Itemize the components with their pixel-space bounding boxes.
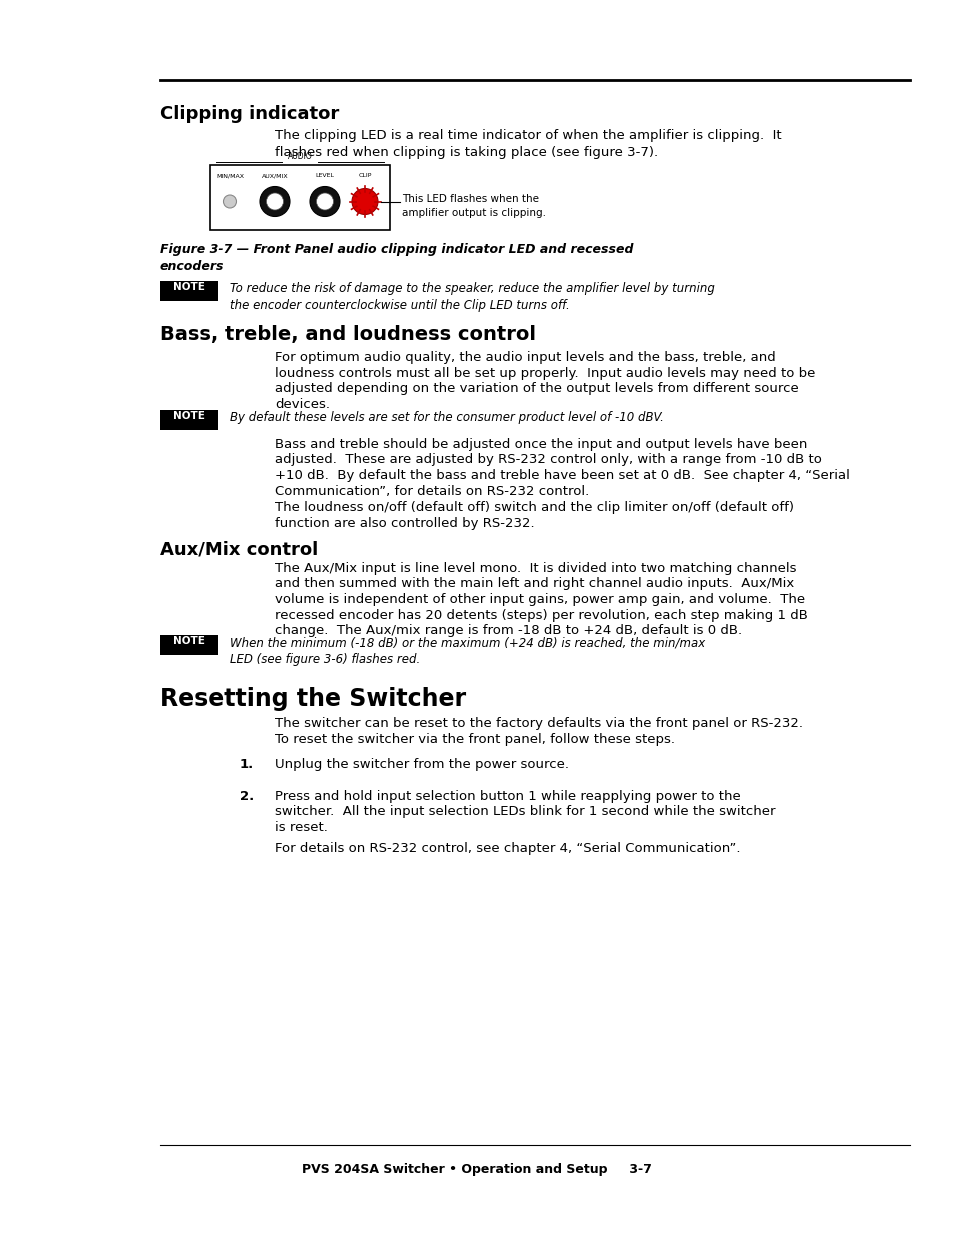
Text: CLIP: CLIP	[358, 173, 372, 178]
Text: the encoder counterclockwise until the Clip LED turns off.: the encoder counterclockwise until the C…	[230, 299, 569, 311]
Text: The loudness on/off (default off) switch and the clip limiter on/off (default of: The loudness on/off (default off) switch…	[274, 501, 793, 514]
Text: switcher.  All the input selection LEDs blink for 1 second while the switcher: switcher. All the input selection LEDs b…	[274, 805, 775, 819]
Text: NOTE: NOTE	[172, 282, 205, 291]
FancyBboxPatch shape	[210, 165, 390, 230]
Text: Clipping indicator: Clipping indicator	[160, 105, 339, 124]
Circle shape	[316, 193, 334, 210]
FancyBboxPatch shape	[160, 410, 218, 430]
Text: adjusted.  These are adjusted by RS-232 control only, with a range from -10 dB t: adjusted. These are adjusted by RS-232 c…	[274, 453, 821, 467]
Text: PVS 204SA Switcher • Operation and Setup     3-7: PVS 204SA Switcher • Operation and Setup…	[302, 1163, 651, 1176]
Text: and then summed with the main left and right channel audio inputs.  Aux/Mix: and then summed with the main left and r…	[274, 578, 794, 590]
Text: NOTE: NOTE	[172, 636, 205, 646]
Text: is reset.: is reset.	[274, 821, 328, 834]
Text: recessed encoder has 20 detents (steps) per revolution, each step making 1 dB: recessed encoder has 20 detents (steps) …	[274, 609, 807, 621]
Text: amplifier output is clipping.: amplifier output is clipping.	[401, 207, 545, 217]
Text: 2.: 2.	[240, 790, 254, 803]
Text: +10 dB.  By default the bass and treble have been set at 0 dB.  See chapter 4, “: +10 dB. By default the bass and treble h…	[274, 469, 849, 482]
Text: Bass, treble, and loudness control: Bass, treble, and loudness control	[160, 325, 536, 345]
FancyBboxPatch shape	[160, 282, 218, 301]
Text: Bass and treble should be adjusted once the input and output levels have been: Bass and treble should be adjusted once …	[274, 438, 806, 451]
Circle shape	[352, 189, 377, 215]
Text: The clipping LED is a real time indicator of when the amplifier is clipping.  It: The clipping LED is a real time indicato…	[274, 128, 781, 142]
Circle shape	[260, 186, 290, 216]
Text: Press and hold input selection button 1 while reapplying power to the: Press and hold input selection button 1 …	[274, 790, 740, 803]
Circle shape	[310, 186, 339, 216]
Text: For optimum audio quality, the audio input levels and the bass, treble, and: For optimum audio quality, the audio inp…	[274, 351, 775, 364]
Text: Resetting the Switcher: Resetting the Switcher	[160, 687, 466, 711]
Text: flashes red when clipping is taking place (see figure 3-7).: flashes red when clipping is taking plac…	[274, 146, 658, 159]
Text: Figure 3-7 — Front Panel audio clipping indicator LED and recessed: Figure 3-7 — Front Panel audio clipping …	[160, 243, 633, 256]
Text: The Aux/Mix input is line level mono.  It is divided into two matching channels: The Aux/Mix input is line level mono. It…	[274, 562, 796, 576]
Text: MIN/MAX: MIN/MAX	[215, 173, 244, 178]
Text: AUDIO: AUDIO	[287, 152, 312, 161]
Text: To reduce the risk of damage to the speaker, reduce the amplifier level by turni: To reduce the risk of damage to the spea…	[230, 282, 714, 295]
Text: encoders: encoders	[160, 261, 224, 273]
Text: function are also controlled by RS-232.: function are also controlled by RS-232.	[274, 516, 534, 530]
Text: change.  The Aux/mix range is from -18 dB to +24 dB, default is 0 dB.: change. The Aux/mix range is from -18 dB…	[274, 624, 741, 637]
Text: AUX/MIX: AUX/MIX	[261, 173, 288, 178]
Circle shape	[266, 193, 283, 210]
Text: NOTE: NOTE	[172, 411, 205, 421]
Text: adjusted depending on the variation of the output levels from different source: adjusted depending on the variation of t…	[274, 382, 798, 395]
Text: LEVEL: LEVEL	[315, 173, 335, 178]
Text: To reset the switcher via the front panel, follow these steps.: To reset the switcher via the front pane…	[274, 732, 675, 746]
Text: loudness controls must all be set up properly.  Input audio levels may need to b: loudness controls must all be set up pro…	[274, 367, 815, 379]
Text: The switcher can be reset to the factory defaults via the front panel or RS-232.: The switcher can be reset to the factory…	[274, 718, 802, 730]
Text: volume is independent of other input gains, power amp gain, and volume.  The: volume is independent of other input gai…	[274, 593, 804, 606]
Text: Aux/Mix control: Aux/Mix control	[160, 540, 318, 558]
Text: Unplug the switcher from the power source.: Unplug the switcher from the power sourc…	[274, 758, 568, 771]
Text: When the minimum (-18 dB) or the maximum (+24 dB) is reached, the min/max: When the minimum (-18 dB) or the maximum…	[230, 636, 704, 650]
Text: By default these levels are set for the consumer product level of -10 dBV.: By default these levels are set for the …	[230, 411, 663, 424]
Text: Communication”, for details on RS-232 control.: Communication”, for details on RS-232 co…	[274, 484, 589, 498]
Text: LED (see figure 3-6) flashes red.: LED (see figure 3-6) flashes red.	[230, 652, 420, 666]
FancyBboxPatch shape	[160, 635, 218, 655]
Circle shape	[223, 195, 236, 207]
Text: This LED flashes when the: This LED flashes when the	[401, 194, 538, 204]
Text: For details on RS-232 control, see chapter 4, “Serial Communication”.: For details on RS-232 control, see chapt…	[274, 842, 740, 855]
Text: 1.: 1.	[240, 758, 254, 771]
Text: devices.: devices.	[274, 398, 330, 410]
